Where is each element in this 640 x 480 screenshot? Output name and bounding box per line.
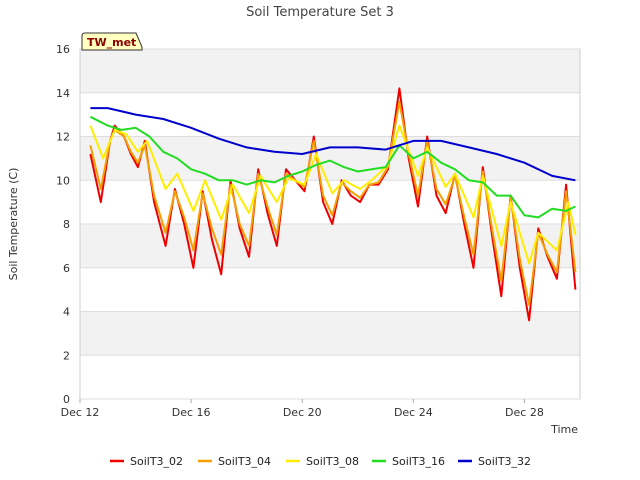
plot-band	[80, 355, 580, 399]
chart-title: Soil Temperature Set 3	[246, 5, 394, 20]
x-tick-label: Dec 12	[61, 406, 100, 419]
plot-band	[80, 311, 580, 356]
site-badge: TW_met	[81, 32, 143, 51]
x-tick-labels: Dec 12 Dec 16 Dec 20 Dec 24 Dec 28	[61, 399, 544, 419]
x-tick-label: Dec 24	[394, 406, 433, 419]
site-badge-shape	[81, 32, 143, 51]
legend-label: SoilT3_08	[306, 455, 359, 468]
series-line-soilt3-32	[90, 107, 576, 182]
y-tick-label: 4	[63, 306, 70, 319]
y-tick-label: 14	[56, 87, 70, 100]
plot-band	[80, 49, 580, 93]
plot-band	[80, 136, 580, 181]
plot-band	[80, 267, 580, 312]
y-tick-label: 10	[56, 174, 70, 187]
x-tick-label: Dec 28	[505, 406, 544, 419]
series-line-soilt3-02	[89, 87, 577, 322]
x-axis-label: Time	[550, 423, 578, 436]
y-tick-label: 0	[63, 393, 70, 406]
legend-label: SoilT3_02	[130, 455, 183, 468]
series-lines	[89, 87, 577, 322]
y-axis-label: Soil Temperature (C)	[7, 168, 20, 281]
y-tick-label: 6	[63, 262, 70, 275]
y-tick-label: 2	[63, 349, 70, 362]
legend: SoilT3_02 SoilT3_04 SoilT3_08 SoilT3_16 Soil…	[110, 455, 531, 468]
y-tick-label: 16	[56, 43, 70, 56]
site-badge-label: TW_met	[87, 36, 136, 49]
y-tick-label: 12	[56, 131, 70, 144]
y-tick-labels: 0 2 4 6 8 10 12 14 16	[56, 43, 70, 406]
legend-label: SoilT3_04	[218, 455, 271, 468]
x-tick-label: Dec 16	[172, 406, 211, 419]
y-tick-label: 8	[63, 218, 70, 231]
plot-band	[80, 92, 580, 137]
x-tick-label: Dec 20	[283, 406, 322, 419]
series-line-soilt3-04	[89, 100, 577, 306]
series-line-soilt3-16	[89, 115, 576, 219]
legend-label: SoilT3_16	[392, 455, 445, 468]
legend-label: SoilT3_32	[478, 455, 531, 468]
series-line-soilt3-08	[89, 124, 577, 265]
